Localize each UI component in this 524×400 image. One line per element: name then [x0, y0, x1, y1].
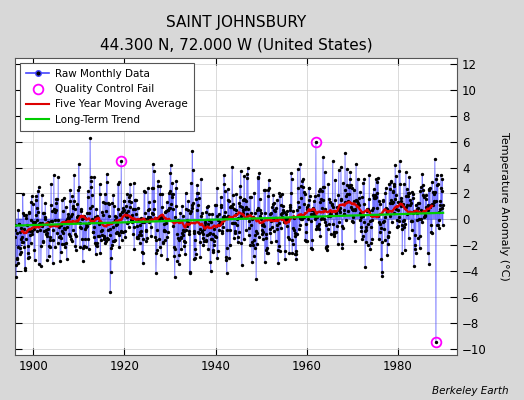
Title: SAINT JOHNSBURY
44.300 N, 72.000 W (United States): SAINT JOHNSBURY 44.300 N, 72.000 W (Unit…: [100, 15, 373, 52]
Y-axis label: Temperature Anomaly (°C): Temperature Anomaly (°C): [499, 132, 509, 281]
Text: Berkeley Earth: Berkeley Earth: [432, 386, 508, 396]
Legend: Raw Monthly Data, Quality Control Fail, Five Year Moving Average, Long-Term Tren: Raw Monthly Data, Quality Control Fail, …: [20, 63, 193, 131]
